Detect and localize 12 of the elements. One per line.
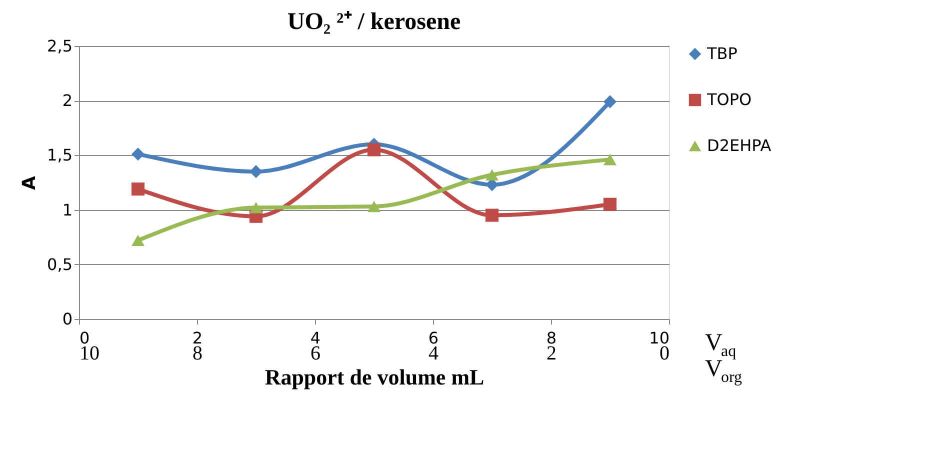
legend-label: TBP [706,44,738,63]
chart-title: UO₂ ²⁺ / kerosene [287,9,461,35]
y-tick-label: 2,5 [47,36,72,56]
y-axis-title: A [19,176,40,190]
y-tick-label: 1 [62,200,72,220]
legend-label: TOPO [706,90,752,109]
x-axis-title: Rapport de volume mL [264,364,484,390]
y-tick-label: 0,5 [47,254,72,274]
y-tick-label: 1,5 [47,146,72,165]
y-tick-label: 0 [62,310,72,328]
y-tick-label: 2 [62,91,72,110]
legend-label: D2EHPA [707,136,772,155]
